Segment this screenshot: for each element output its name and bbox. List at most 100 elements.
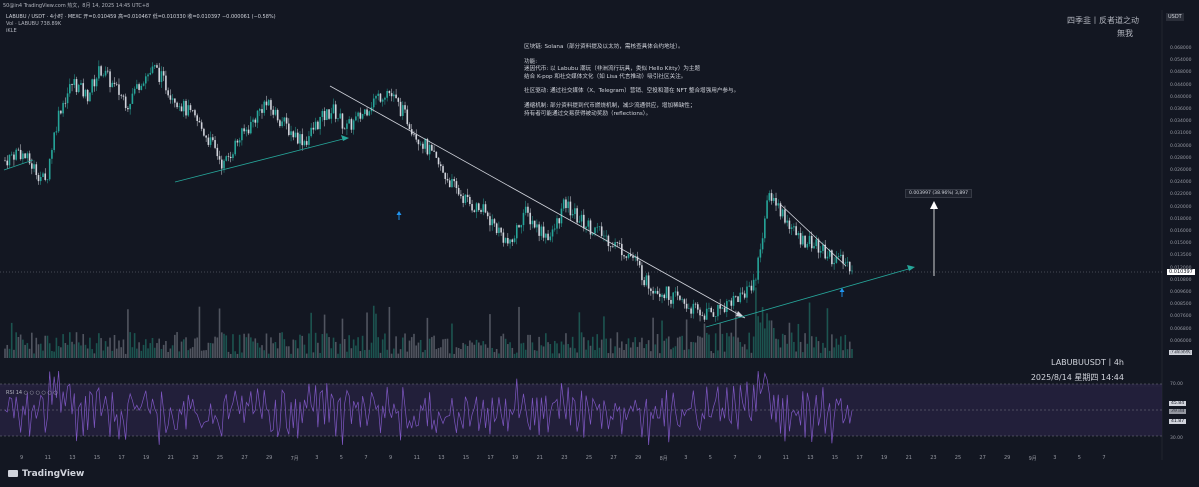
volume-bar xyxy=(113,334,116,358)
candle-body xyxy=(507,237,509,244)
volume-bar xyxy=(549,343,552,358)
volume-bar xyxy=(513,353,516,358)
candle-body xyxy=(346,123,348,129)
volume-bar xyxy=(200,350,203,358)
volume-bar xyxy=(124,353,127,358)
candle-body xyxy=(377,93,380,96)
volume-bar xyxy=(795,351,797,358)
indicator-legend[interactable]: iKLE xyxy=(6,28,17,34)
candle-body xyxy=(705,308,708,320)
tradingview-logo[interactable]: TradingView xyxy=(8,469,84,479)
candle-body xyxy=(69,84,71,94)
candle-body xyxy=(629,254,632,256)
volume-bar xyxy=(283,339,286,358)
time-tick-label: 13 xyxy=(69,455,76,461)
time-tick-label: 21 xyxy=(536,455,543,461)
candle-body xyxy=(214,140,216,148)
candle-body xyxy=(361,113,364,119)
candle-body xyxy=(406,109,409,125)
volume-bar xyxy=(589,345,592,358)
candle-body xyxy=(775,198,777,206)
time-tick-label: 25 xyxy=(585,455,593,461)
volume-legend[interactable]: Vol · LABUBU 738.89K xyxy=(6,21,62,27)
candle-body xyxy=(623,255,625,257)
volume-bar xyxy=(786,343,788,358)
candle-body xyxy=(388,90,391,94)
candle-body xyxy=(167,90,169,96)
volume-bar xyxy=(636,346,639,358)
volume-bar xyxy=(831,334,833,358)
symbol-ohlc-line[interactable]: LABUBU / USDT · 4小时 · MEXC 开=0.010459 高=… xyxy=(6,14,276,20)
volume-bar xyxy=(764,328,766,358)
candle-body xyxy=(80,83,82,85)
currency-badge[interactable]: USDT xyxy=(1166,13,1184,21)
candle-body xyxy=(457,188,460,195)
volume-bar xyxy=(317,342,319,358)
candle-body xyxy=(848,261,851,272)
candle-body xyxy=(712,312,715,317)
volume-bar xyxy=(842,350,844,358)
volume-bar xyxy=(48,343,51,358)
candle-body xyxy=(493,219,496,224)
volume-bar xyxy=(817,341,820,358)
candle-body xyxy=(772,198,775,201)
candle-body xyxy=(212,137,214,141)
volume-bar xyxy=(437,348,440,358)
volume-bar xyxy=(156,343,158,358)
volume-bar xyxy=(439,347,442,358)
volume-bar xyxy=(788,322,791,358)
volume-bar xyxy=(24,344,26,358)
candle-body xyxy=(283,117,286,122)
volume-bar xyxy=(748,332,750,358)
volume-bar xyxy=(645,344,648,358)
support-trendline-0 xyxy=(3,159,34,171)
volume-bar xyxy=(39,343,42,358)
time-tick-label: 7 xyxy=(733,455,737,461)
volume-bar xyxy=(348,335,350,358)
time-tick-label: 21 xyxy=(905,455,912,461)
volume-bar xyxy=(272,343,274,358)
candle-body xyxy=(281,121,283,127)
volume-bar xyxy=(489,314,491,358)
rsi-legend[interactable]: RSI 14 ○ ○ ○ ○ ○ ○ xyxy=(6,390,58,396)
candle-body xyxy=(66,93,69,104)
candle-body xyxy=(279,120,281,127)
candle-body xyxy=(379,93,382,102)
candle-body xyxy=(147,74,149,77)
volume-bar xyxy=(17,336,20,358)
candle-body xyxy=(634,256,637,258)
volume-bar xyxy=(596,334,599,358)
volume-bar xyxy=(220,332,223,358)
candle-body xyxy=(413,134,415,135)
candle-body xyxy=(551,229,554,237)
candle-body xyxy=(55,131,58,133)
volume-bar xyxy=(127,309,129,358)
volume-bar xyxy=(319,352,321,358)
candle-body xyxy=(156,65,158,68)
candle-body xyxy=(558,218,561,224)
candle-body xyxy=(252,119,254,122)
rsi-tick-label: 70.00 xyxy=(1170,382,1183,387)
candle-body xyxy=(113,82,116,84)
candle-body xyxy=(562,199,565,209)
candle-body xyxy=(524,206,527,213)
time-tick-label: 3 xyxy=(684,455,688,461)
volume-bar xyxy=(185,337,187,358)
candle-body xyxy=(82,83,85,97)
candle-body xyxy=(395,94,397,99)
candle-body xyxy=(813,246,815,249)
volume-bar xyxy=(527,334,529,358)
volume-bar xyxy=(808,302,811,358)
volume-bar xyxy=(62,334,64,358)
volume-bar xyxy=(189,348,192,358)
volume-bar xyxy=(196,337,198,358)
volume-bar xyxy=(26,343,29,358)
time-tick-label: 27 xyxy=(241,455,248,461)
candle-body xyxy=(149,72,152,75)
note-line: 通缩机制: 部分资料提到代币燃烧机制，减少流通供应，增加稀缺性； xyxy=(524,103,696,110)
volume-bar xyxy=(234,351,236,358)
volume-bar xyxy=(232,334,234,358)
volume-bar xyxy=(498,353,500,358)
volume-bar xyxy=(346,351,348,358)
